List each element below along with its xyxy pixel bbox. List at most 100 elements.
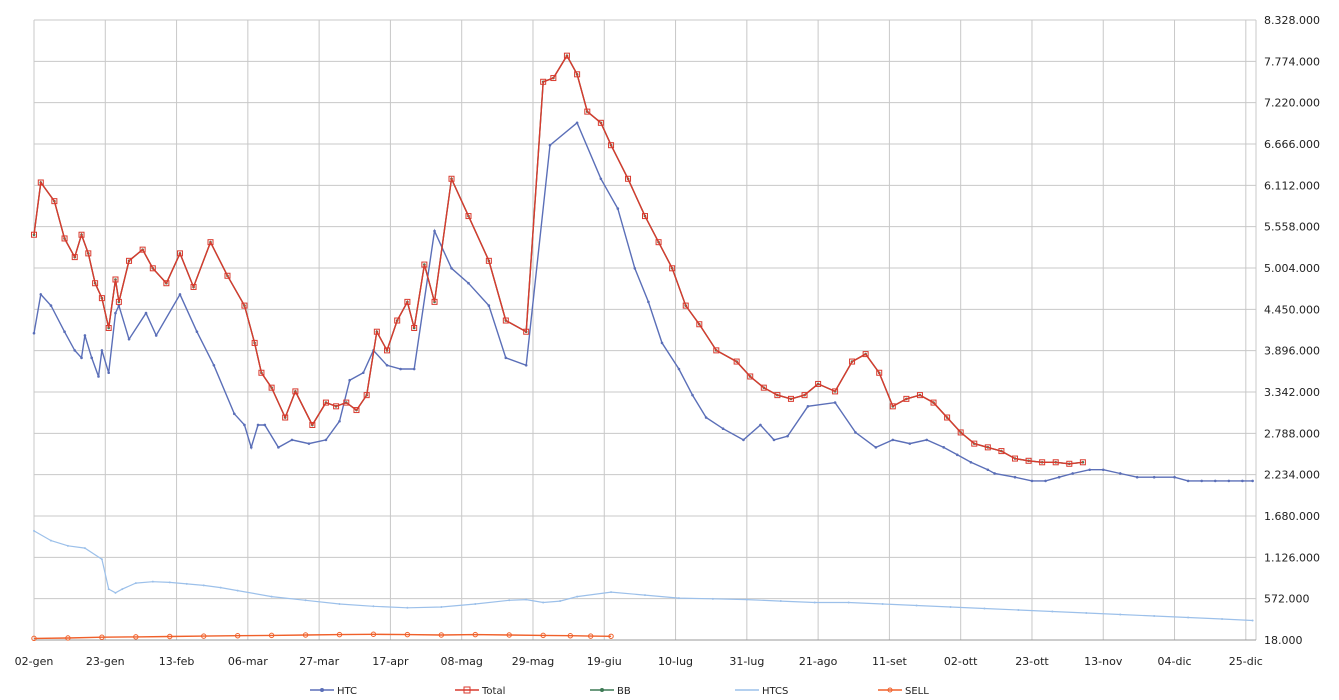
data-point-sell bbox=[99, 634, 105, 640]
data-point-total bbox=[224, 272, 231, 279]
data-point-htc bbox=[969, 460, 973, 464]
data-point-total bbox=[713, 347, 720, 354]
legend: HTC Total BB HTCS SELL bbox=[310, 686, 929, 697]
data-point-htc bbox=[1101, 468, 1105, 472]
series-total bbox=[31, 52, 1086, 467]
series-line-sell bbox=[33, 633, 612, 640]
data-point-htcs bbox=[121, 588, 124, 591]
data-point-htc bbox=[49, 304, 53, 307]
data-point-htc bbox=[277, 446, 280, 449]
data-point-total bbox=[258, 369, 265, 376]
data-point-htcs bbox=[1085, 611, 1088, 614]
data-point-total bbox=[115, 298, 122, 305]
data-point-htcs bbox=[1187, 616, 1190, 619]
data-point-total bbox=[747, 373, 754, 380]
data-point-total bbox=[1039, 459, 1046, 466]
data-point-total bbox=[421, 261, 428, 268]
series-sell bbox=[31, 631, 614, 642]
data-point-htcs bbox=[542, 601, 545, 604]
data-point-total bbox=[292, 388, 299, 395]
data-point-htc bbox=[1251, 479, 1254, 483]
data-point-total bbox=[957, 429, 964, 436]
data-point-total bbox=[149, 265, 156, 272]
data-point-htc bbox=[144, 311, 148, 315]
y-tick-label: 3.342.000 bbox=[1264, 386, 1320, 399]
data-point-total bbox=[51, 198, 58, 205]
y-tick-label: 6.112.000 bbox=[1264, 179, 1320, 192]
data-point-sell bbox=[302, 632, 309, 638]
data-point-htc bbox=[290, 438, 294, 442]
data-point-total bbox=[71, 254, 78, 261]
y-tick-label: 7.220.000 bbox=[1264, 97, 1320, 110]
data-point-total bbox=[1011, 455, 1018, 462]
data-point-total bbox=[550, 75, 557, 82]
data-point-total bbox=[563, 52, 570, 59]
series-line-total bbox=[33, 54, 1083, 465]
data-point-htc bbox=[1241, 479, 1244, 483]
legend-label-bb: BB bbox=[617, 686, 631, 697]
data-point-sell bbox=[404, 631, 411, 638]
data-point-htcs bbox=[219, 586, 222, 589]
data-point-htcs bbox=[1017, 609, 1020, 612]
data-point-total bbox=[112, 276, 119, 283]
series-line-htc bbox=[33, 121, 1253, 482]
data-point-htc bbox=[1135, 475, 1139, 479]
data-point-sell bbox=[567, 633, 574, 639]
data-point-htc bbox=[942, 446, 946, 449]
x-tick-label: 19-giu bbox=[587, 655, 622, 668]
data-point-total bbox=[642, 213, 648, 220]
legend-label-total: Total bbox=[481, 686, 505, 697]
data-point-total bbox=[176, 250, 183, 257]
data-point-htcs bbox=[983, 607, 986, 610]
x-tick-label: 21-ago bbox=[799, 655, 838, 668]
data-point-htc bbox=[524, 363, 528, 367]
data-point-total bbox=[207, 239, 214, 246]
data-point-htcs bbox=[49, 539, 52, 542]
data-point-htc bbox=[633, 266, 637, 270]
data-point-total bbox=[774, 392, 781, 399]
x-tick-label: 10-lug bbox=[658, 655, 693, 668]
data-point-htc bbox=[548, 143, 552, 147]
data-point-total bbox=[190, 283, 197, 290]
data-point-htc bbox=[677, 367, 681, 371]
data-point-total bbox=[78, 231, 85, 238]
data-point-htcs bbox=[559, 600, 562, 603]
data-point-total bbox=[126, 257, 133, 264]
data-point-total bbox=[1066, 460, 1073, 467]
data-point-total bbox=[669, 265, 676, 272]
data-point-htc bbox=[854, 431, 857, 434]
data-point-htc bbox=[243, 423, 246, 427]
data-point-htc bbox=[338, 419, 341, 423]
y-tick-label: 2.788.000 bbox=[1264, 427, 1320, 440]
data-point-htc bbox=[154, 334, 158, 337]
data-point-htc bbox=[249, 446, 253, 449]
data-point-htcs bbox=[677, 597, 680, 600]
data-point-total bbox=[431, 298, 438, 305]
series-bb bbox=[32, 54, 1085, 466]
x-tick-label: 25-dic bbox=[1229, 655, 1263, 668]
data-point-htc bbox=[1227, 479, 1231, 483]
data-point-htc bbox=[1152, 475, 1156, 479]
data-point-htc bbox=[90, 356, 94, 360]
data-point-sell bbox=[65, 635, 71, 641]
data-point-htcs bbox=[151, 580, 154, 583]
data-point-htc bbox=[1186, 479, 1190, 483]
data-point-htc bbox=[412, 367, 416, 371]
data-point-htc bbox=[361, 371, 365, 375]
y-tick-label: 1.126.000 bbox=[1264, 551, 1320, 564]
data-point-htc bbox=[83, 334, 87, 337]
data-point-sell bbox=[608, 633, 614, 639]
data-point-htcs bbox=[304, 599, 307, 602]
data-point-total bbox=[625, 175, 632, 182]
data-point-total bbox=[597, 119, 604, 126]
data-point-htc bbox=[348, 378, 351, 382]
data-point-total bbox=[384, 347, 391, 354]
grid-lines bbox=[33, 19, 1257, 641]
data-point-htcs bbox=[1051, 610, 1054, 613]
data-point-htcs bbox=[1119, 613, 1122, 616]
data-point-total bbox=[85, 250, 92, 257]
data-point-total bbox=[105, 324, 112, 331]
data-point-total bbox=[540, 78, 547, 85]
data-point-htc bbox=[691, 393, 694, 397]
